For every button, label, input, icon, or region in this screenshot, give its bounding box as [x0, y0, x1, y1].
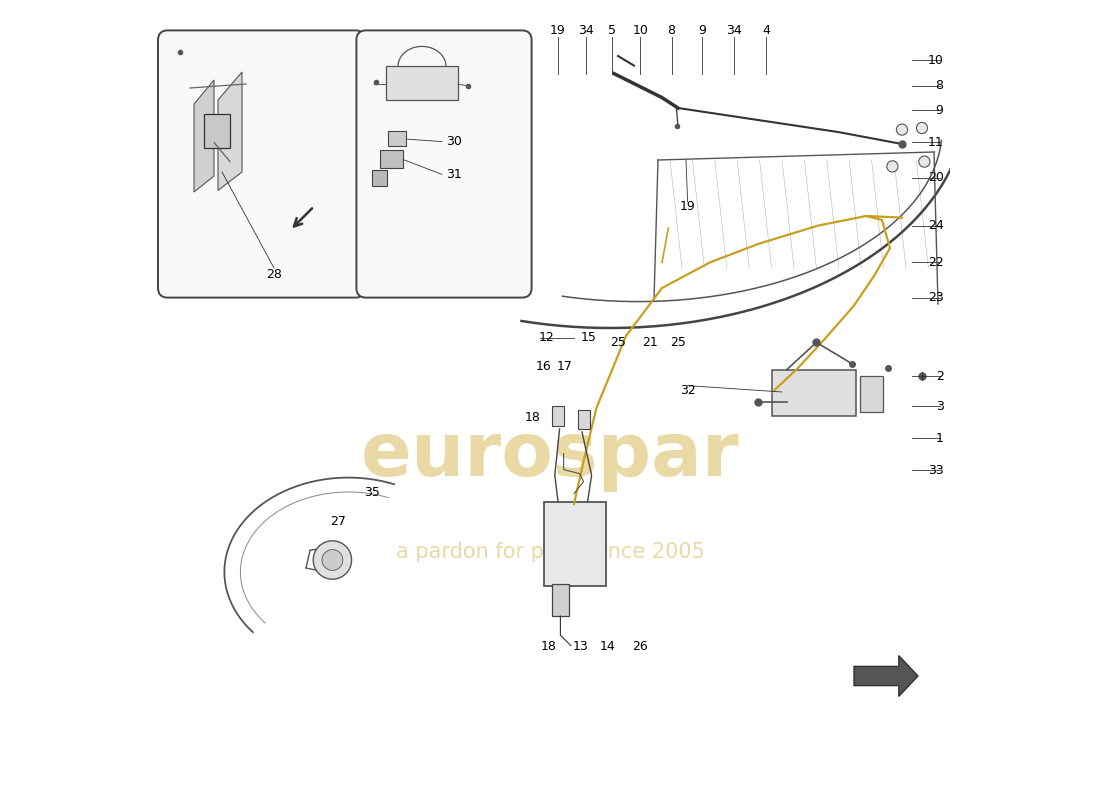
Text: 9: 9: [936, 104, 944, 117]
Polygon shape: [194, 80, 214, 192]
Text: 12: 12: [539, 331, 554, 344]
Text: 15: 15: [581, 331, 596, 344]
Circle shape: [916, 122, 927, 134]
Text: 25: 25: [670, 336, 686, 349]
Text: 20: 20: [927, 171, 944, 184]
Text: 26: 26: [631, 640, 648, 653]
Circle shape: [314, 541, 352, 579]
Bar: [551, 584, 569, 616]
Bar: [578, 410, 590, 429]
Text: 19: 19: [680, 200, 695, 213]
Bar: [551, 406, 563, 426]
Text: 19: 19: [550, 24, 565, 37]
Text: 24: 24: [928, 219, 944, 232]
Text: 21: 21: [642, 336, 658, 349]
Circle shape: [322, 550, 343, 570]
Text: 10: 10: [632, 24, 648, 37]
Text: 8: 8: [936, 79, 944, 92]
Text: 18: 18: [525, 411, 540, 424]
Bar: [543, 502, 606, 586]
Text: 33: 33: [928, 464, 944, 477]
Circle shape: [896, 124, 907, 135]
Text: 8: 8: [668, 24, 675, 37]
Bar: [772, 370, 857, 416]
Text: 22: 22: [928, 256, 944, 269]
Text: 9: 9: [698, 24, 706, 37]
Text: 4: 4: [762, 24, 770, 37]
FancyBboxPatch shape: [158, 30, 365, 298]
Text: 32: 32: [680, 384, 695, 397]
Text: eurospar: eurospar: [361, 419, 739, 493]
Text: 18: 18: [540, 640, 557, 653]
Text: 2: 2: [936, 370, 944, 382]
Text: 34: 34: [726, 24, 741, 37]
Text: 25: 25: [610, 336, 626, 349]
Bar: [388, 131, 406, 146]
Text: 31: 31: [447, 168, 462, 181]
Bar: [381, 150, 403, 168]
Text: 5: 5: [608, 24, 616, 37]
Polygon shape: [854, 656, 918, 696]
Text: 30: 30: [447, 135, 462, 148]
Text: 23: 23: [928, 291, 944, 304]
Text: 1: 1: [936, 432, 944, 445]
Text: a pardon for parts since 2005: a pardon for parts since 2005: [396, 542, 704, 562]
Bar: [373, 170, 387, 186]
Text: 17: 17: [557, 360, 572, 373]
Bar: [205, 114, 230, 148]
Circle shape: [918, 156, 930, 167]
Text: 16: 16: [536, 360, 551, 373]
FancyBboxPatch shape: [356, 30, 531, 298]
Circle shape: [887, 161, 898, 172]
Bar: [860, 376, 883, 412]
Bar: [386, 66, 458, 100]
Text: 27: 27: [330, 515, 345, 528]
Polygon shape: [218, 72, 242, 190]
Text: 10: 10: [927, 54, 944, 66]
Text: 34: 34: [579, 24, 594, 37]
Text: 13: 13: [572, 640, 588, 653]
Text: 14: 14: [600, 640, 616, 653]
Text: 3: 3: [936, 400, 944, 413]
Text: 35: 35: [364, 486, 381, 498]
Text: 28: 28: [266, 268, 282, 281]
Text: 11: 11: [928, 136, 944, 149]
